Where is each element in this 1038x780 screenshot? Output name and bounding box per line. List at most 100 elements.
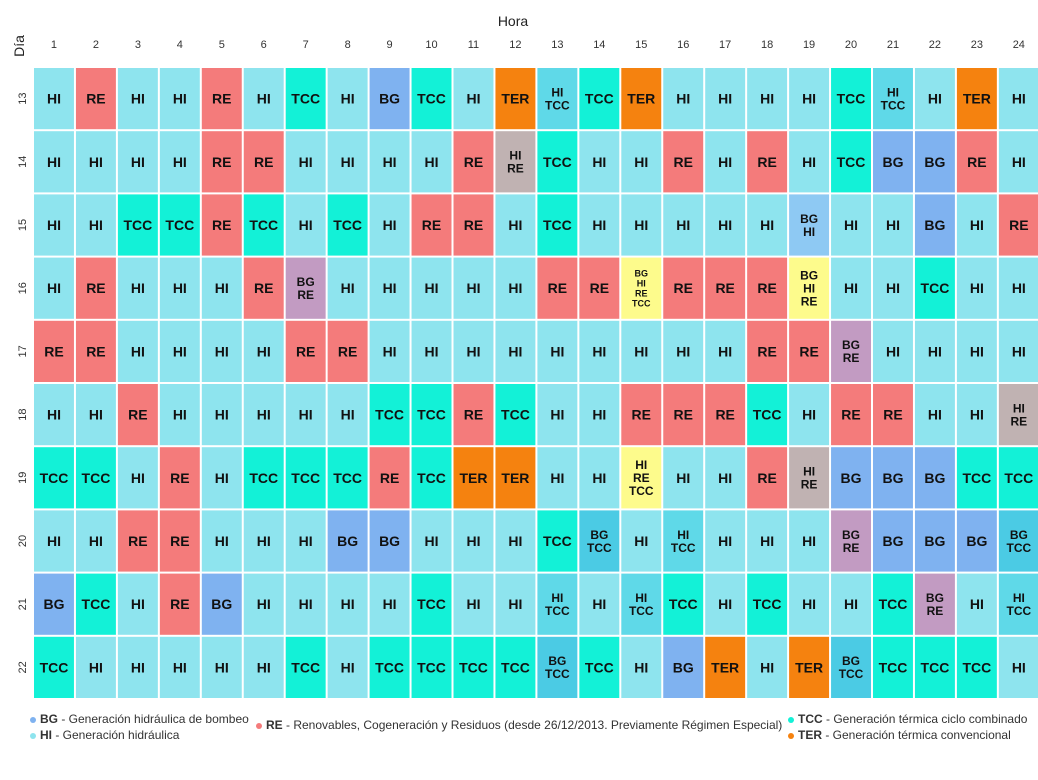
cell-label: HI bbox=[341, 280, 355, 296]
cell-label: BG bbox=[800, 269, 818, 283]
cell-rect bbox=[75, 636, 116, 698]
heatmap-cell: RE bbox=[34, 320, 74, 382]
cell-rect bbox=[201, 257, 242, 319]
x-tick-label: 20 bbox=[845, 39, 857, 51]
cell-rect bbox=[369, 131, 410, 193]
cell-label: HI bbox=[466, 596, 480, 612]
cell-rect bbox=[117, 194, 158, 256]
cell-rect bbox=[34, 131, 74, 193]
cell-rect bbox=[998, 573, 1038, 635]
heatmap-cell: HI bbox=[243, 510, 284, 572]
cell-label: RE bbox=[44, 343, 63, 359]
cell-label: RE bbox=[212, 91, 231, 107]
cell-label: TER bbox=[501, 91, 529, 107]
cell-label: HI bbox=[718, 596, 732, 612]
cell-label: HI bbox=[676, 470, 690, 486]
cell-rect bbox=[201, 68, 242, 130]
cell-rect bbox=[117, 636, 158, 698]
cell-label: RE bbox=[673, 154, 692, 170]
heatmap-cell: HI bbox=[705, 510, 746, 572]
cell-label: RE bbox=[170, 533, 189, 549]
cell-label: HI bbox=[215, 280, 229, 296]
cell-rect bbox=[789, 131, 830, 193]
cell-rect bbox=[75, 68, 116, 130]
cell-rect bbox=[705, 510, 746, 572]
cell-label: TCC bbox=[543, 217, 572, 233]
cell-label: TCC bbox=[291, 659, 320, 675]
cell-label: HI bbox=[341, 596, 355, 612]
heatmap-cell: HI bbox=[285, 131, 326, 193]
heatmap-cell: BG bbox=[327, 510, 368, 572]
y-tick-label: 16 bbox=[17, 282, 29, 294]
cell-rect bbox=[873, 68, 913, 130]
cell-label: RE bbox=[170, 596, 189, 612]
heatmap-cell: HI bbox=[34, 257, 74, 319]
heatmap-cell: TCC bbox=[285, 447, 326, 509]
cell-label: RE bbox=[128, 407, 147, 423]
heatmap-cell: HI bbox=[956, 257, 997, 319]
cell-label: HI bbox=[592, 470, 606, 486]
heatmap-cell: BG bbox=[873, 131, 913, 193]
cell-label: HI bbox=[844, 217, 858, 233]
heatmap-cell: HI bbox=[159, 68, 200, 130]
cell-rect bbox=[285, 68, 326, 130]
cell-rect bbox=[579, 68, 620, 130]
heatmap-cell: HI bbox=[159, 384, 200, 446]
heatmap-cell: HI bbox=[34, 68, 74, 130]
cell-label: TCC bbox=[291, 91, 320, 107]
legend-bg-code: BG bbox=[40, 712, 58, 726]
cell-rect bbox=[914, 510, 955, 572]
heatmap-cell: TCC bbox=[411, 636, 452, 698]
heatmap-cell: HI bbox=[914, 68, 955, 130]
cell-rect bbox=[705, 384, 746, 446]
legend-hi-code: HI bbox=[40, 728, 52, 742]
cell-rect bbox=[453, 194, 494, 256]
legend-item-ter: TER - Generación térmica convencional bbox=[788, 728, 1011, 742]
cell-label: RE bbox=[464, 154, 483, 170]
cell-rect bbox=[243, 320, 284, 382]
cell-rect bbox=[705, 573, 746, 635]
cell-rect bbox=[285, 131, 326, 193]
cell-label: TCC bbox=[921, 280, 950, 296]
cell-label: HI bbox=[47, 280, 61, 296]
cell-label: HI bbox=[1012, 659, 1026, 675]
cell-rect bbox=[285, 510, 326, 572]
cell-label: HI bbox=[383, 280, 397, 296]
cell-rect bbox=[327, 320, 368, 382]
heatmap-cell: HI bbox=[998, 68, 1038, 130]
heatmap-cell: TCC bbox=[914, 257, 955, 319]
heatmap-cell: TCC bbox=[411, 68, 452, 130]
heatmap-cell: BG bbox=[369, 510, 410, 572]
cell-rect bbox=[369, 510, 410, 572]
cell-label: HI bbox=[1012, 91, 1026, 107]
cell-rect bbox=[34, 320, 74, 382]
cell-label: RE bbox=[1010, 414, 1027, 428]
cell-rect bbox=[956, 447, 997, 509]
heatmap-cell: HI bbox=[621, 131, 662, 193]
cell-label: HI bbox=[592, 596, 606, 612]
heatmap-cell: RE bbox=[159, 573, 200, 635]
heatmap-cell: HI bbox=[327, 68, 368, 130]
heatmap-cell: RE bbox=[75, 68, 116, 130]
cell-rect bbox=[159, 636, 200, 698]
cell-label: RE bbox=[590, 280, 609, 296]
cell-rect bbox=[956, 131, 997, 193]
cell-rect bbox=[327, 636, 368, 698]
cell-rect bbox=[117, 131, 158, 193]
cell-rect bbox=[411, 510, 452, 572]
heatmap-cell: TCC bbox=[956, 447, 997, 509]
cell-label: TER bbox=[459, 470, 487, 486]
heatmap-cell: HI bbox=[369, 573, 410, 635]
heatmap-cell: RE bbox=[159, 510, 200, 572]
cell-label: RE bbox=[464, 407, 483, 423]
cell-rect bbox=[914, 68, 955, 130]
heatmap-cell: HI bbox=[201, 510, 242, 572]
cell-label: HI bbox=[886, 217, 900, 233]
cell-rect bbox=[831, 320, 871, 382]
cell-label: RE bbox=[673, 407, 692, 423]
x-tick-label: 11 bbox=[468, 39, 479, 51]
cell-rect bbox=[705, 636, 746, 698]
cell-label: RE bbox=[338, 343, 357, 359]
cell-rect bbox=[243, 573, 284, 635]
